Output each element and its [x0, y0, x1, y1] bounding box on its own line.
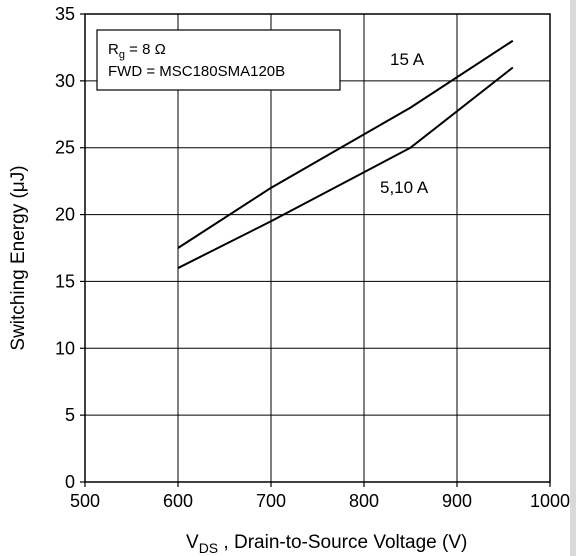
y-tick-label-30: 30: [55, 71, 75, 91]
x-tick-label-700: 700: [256, 491, 286, 511]
plot-border: [84, 13, 551, 483]
y-tick-label-5: 5: [65, 405, 75, 425]
x-tick-label-800: 800: [349, 491, 379, 511]
y-axis-label: Switching Energy (μJ): [8, 165, 29, 350]
y-tick-label-10: 10: [55, 338, 75, 358]
series-line-1: [177, 66, 514, 269]
y-tick-label-35: 35: [55, 4, 75, 24]
legend-border: [96, 29, 341, 91]
x-tick-label-900: 900: [442, 491, 472, 511]
grid: [85, 14, 550, 482]
x-tick-label-600: 600: [163, 491, 193, 511]
legend-line-fwd: FWD = MSC180SMA120B: [108, 63, 285, 80]
x-tick-label-1000: 1000: [530, 491, 570, 511]
series-label-15a: 15 A: [390, 50, 425, 69]
y-tick-label-15: 15: [55, 271, 75, 291]
series-label-5-10a: 5,10 A: [380, 178, 429, 197]
x-tick-label-500: 500: [70, 491, 100, 511]
y-tick-label-20: 20: [55, 205, 75, 225]
series-layer: [177, 39, 514, 269]
legend-box: Rg = 8 Ω FWD = MSC180SMA120B: [96, 29, 341, 91]
legend-line-rg: Rg = 8 Ω: [108, 41, 166, 61]
y-tick-label-25: 25: [55, 138, 75, 158]
series-line-0: [177, 39, 514, 249]
y-tick-label-0: 0: [65, 472, 75, 492]
tick-labels: 500 600 700 800 900 1000 0 5 10 15 20 25 30 35: [55, 4, 570, 511]
x-axis-label: VDS , Drain-to-Source Voltage (V): [186, 532, 467, 556]
